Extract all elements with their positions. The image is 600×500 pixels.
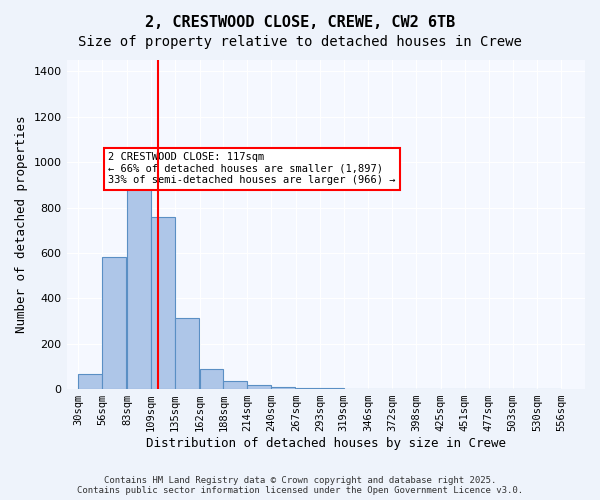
Bar bbox=[127, 158, 151, 389]
Bar bbox=[175, 318, 199, 389]
Y-axis label: Number of detached properties: Number of detached properties bbox=[15, 116, 28, 334]
X-axis label: Distribution of detached houses by size in Crewe: Distribution of detached houses by size … bbox=[146, 437, 506, 450]
Bar bbox=[223, 380, 247, 389]
Bar bbox=[247, 385, 271, 389]
Text: 2, CRESTWOOD CLOSE, CREWE, CW2 6TB: 2, CRESTWOOD CLOSE, CREWE, CW2 6TB bbox=[145, 15, 455, 30]
Bar bbox=[296, 388, 320, 389]
Bar bbox=[320, 388, 344, 389]
Bar bbox=[103, 258, 126, 389]
Bar bbox=[271, 388, 295, 389]
Text: Contains HM Land Registry data © Crown copyright and database right 2025.
Contai: Contains HM Land Registry data © Crown c… bbox=[77, 476, 523, 495]
Bar bbox=[200, 368, 223, 389]
Text: Size of property relative to detached houses in Crewe: Size of property relative to detached ho… bbox=[78, 35, 522, 49]
Bar bbox=[79, 374, 103, 389]
Text: 2 CRESTWOOD CLOSE: 117sqm
← 66% of detached houses are smaller (1,897)
33% of se: 2 CRESTWOOD CLOSE: 117sqm ← 66% of detac… bbox=[108, 152, 395, 186]
Bar bbox=[151, 216, 175, 389]
